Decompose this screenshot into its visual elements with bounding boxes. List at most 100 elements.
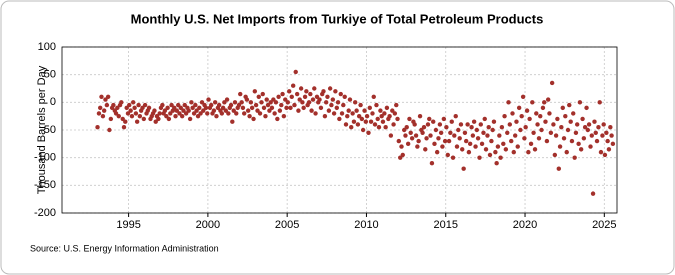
data-point [107, 127, 112, 133]
data-point [370, 111, 375, 116]
data-point [347, 97, 353, 102]
data-point [272, 111, 277, 116]
data-point [351, 119, 357, 124]
data-point [452, 133, 457, 138]
data-point [341, 102, 346, 108]
data-point [194, 108, 199, 113]
data-point [448, 130, 453, 135]
data-point [220, 105, 226, 111]
data-point [301, 105, 306, 111]
y-tick-label: 0 [50, 96, 56, 108]
data-point [273, 100, 279, 105]
data-point [578, 147, 584, 152]
data-point [561, 136, 567, 141]
data-point [120, 116, 125, 122]
data-point [557, 144, 563, 149]
data-point [317, 97, 322, 102]
data-point [483, 147, 489, 152]
data-point [359, 116, 365, 122]
data-point [308, 91, 313, 97]
data-point [486, 125, 491, 130]
data-point [136, 102, 141, 108]
data-point [398, 155, 403, 160]
data-point [368, 119, 374, 124]
data-point [182, 102, 187, 108]
data-point [164, 113, 169, 119]
data-point [593, 130, 598, 135]
data-point [428, 133, 433, 138]
data-point [582, 125, 588, 130]
data-point [499, 125, 505, 130]
data-point [497, 133, 502, 138]
data-point [467, 141, 473, 147]
data-point [409, 136, 415, 141]
data-point [363, 119, 369, 124]
data-point [532, 147, 538, 152]
data-point [230, 119, 235, 124]
data-point [545, 97, 551, 102]
plot-frame [61, 46, 618, 214]
data-point [130, 100, 136, 105]
data-point [279, 102, 284, 108]
data-point [518, 127, 523, 133]
data-point [573, 130, 579, 135]
y-tick-label: 100 [38, 41, 56, 53]
data-point [505, 130, 510, 135]
data-point [157, 111, 162, 116]
data-point [390, 108, 395, 113]
data-point [195, 113, 201, 119]
data-point [360, 127, 366, 133]
data-point [479, 141, 485, 147]
data-point [358, 102, 363, 108]
data-point [111, 102, 116, 108]
data-point [168, 111, 173, 116]
data-point [501, 141, 506, 147]
data-point [310, 97, 316, 102]
data-point [271, 97, 276, 102]
data-point [124, 105, 129, 111]
data-point [405, 141, 411, 147]
data-point [445, 152, 451, 158]
data-point [366, 130, 371, 135]
data-point [572, 155, 577, 160]
data-point [119, 100, 124, 105]
data-point [236, 102, 242, 108]
data-point [232, 100, 238, 105]
data-point [253, 102, 259, 108]
data-point [559, 125, 564, 130]
y-tick-label: -50 [40, 124, 56, 136]
data-point [181, 108, 186, 113]
data-point [453, 113, 458, 119]
data-point [458, 122, 464, 127]
data-point [234, 111, 239, 116]
data-point [375, 116, 380, 122]
data-point [269, 105, 275, 111]
data-point [495, 144, 501, 149]
data-point [264, 97, 269, 102]
data-point [304, 89, 309, 94]
data-point [530, 100, 535, 105]
x-tick-label: 2020 [513, 219, 537, 231]
data-point [392, 111, 398, 116]
data-point [349, 125, 354, 130]
data-point [183, 111, 189, 116]
data-point [292, 102, 297, 108]
data-point [438, 130, 444, 135]
data-point [329, 102, 334, 108]
data-point [395, 116, 400, 122]
data-point [446, 138, 452, 144]
data-point [469, 125, 474, 130]
data-point [565, 127, 571, 133]
data-point [98, 105, 103, 111]
data-point [267, 108, 272, 113]
data-point [594, 138, 600, 144]
data-point [482, 116, 487, 122]
data-point [197, 105, 202, 111]
data-point [277, 108, 283, 113]
data-point [432, 141, 437, 147]
data-point [509, 138, 514, 144]
data-point [187, 116, 193, 122]
data-point [132, 105, 137, 111]
data-point [263, 113, 268, 119]
